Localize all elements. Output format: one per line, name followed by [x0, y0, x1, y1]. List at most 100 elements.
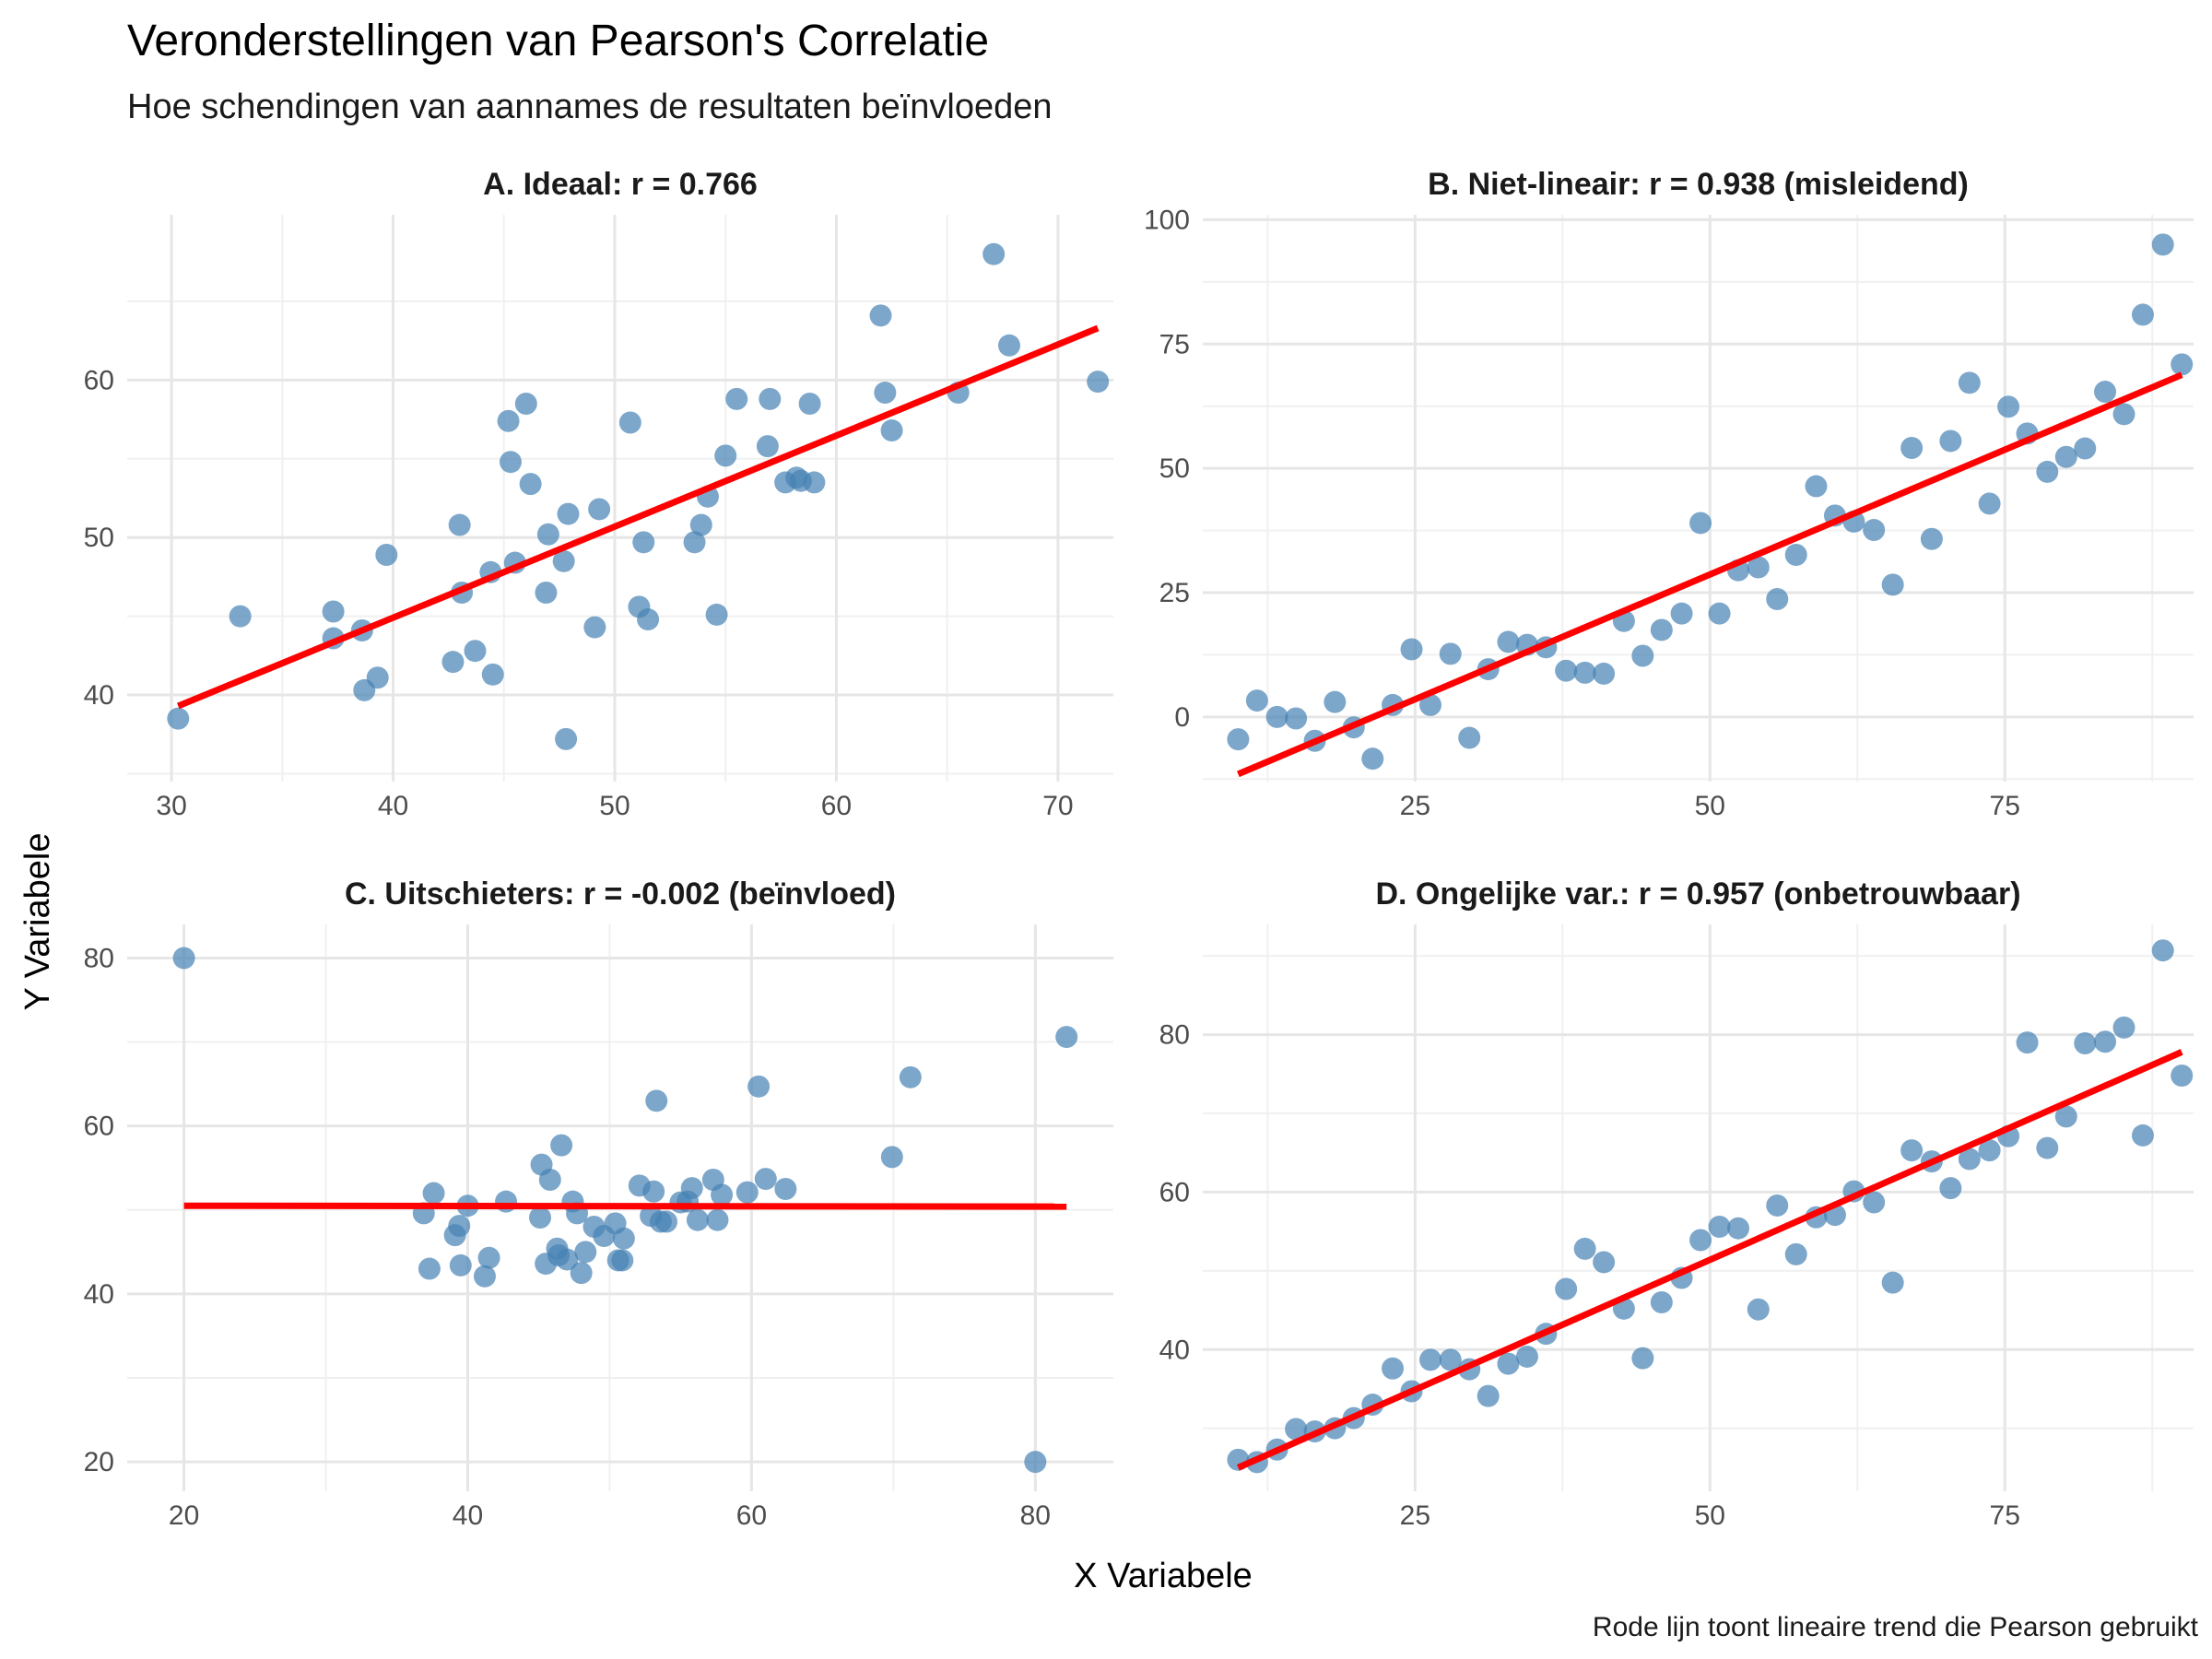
data-point	[1497, 1352, 1520, 1375]
data-point	[982, 242, 1006, 265]
data-point	[880, 1146, 903, 1169]
data-point	[1958, 1147, 1981, 1171]
data-point	[2094, 1030, 2117, 1053]
y-tick-label: 100	[1144, 205, 1190, 235]
x-tick-label: 70	[1042, 791, 1073, 821]
data-point	[2074, 1031, 2097, 1054]
data-point	[1900, 437, 1924, 460]
trend-line	[176, 324, 1100, 710]
trend-line	[1236, 1049, 2183, 1471]
x-tick-label: 25	[1400, 791, 1430, 821]
y-tick-label: 25	[1159, 578, 1190, 608]
data-point	[1555, 1277, 1578, 1300]
data-point	[588, 498, 611, 521]
data-point	[1766, 1194, 1789, 1217]
data-point	[2171, 353, 2194, 376]
x-tick-label: 50	[1695, 1500, 1725, 1531]
data-point	[754, 1168, 777, 1191]
data-point	[495, 1190, 518, 1213]
panel-4: 25 50 75 40 60 80 D. Ongelijke var.: r = 0.957…	[1159, 877, 2194, 1531]
y-axis-title: Y Variabele	[18, 833, 57, 1011]
data-point	[550, 1134, 573, 1157]
x-tick-label: 60	[821, 791, 852, 821]
data-point	[538, 1168, 561, 1191]
data-point	[1087, 371, 1110, 394]
data-point	[477, 1246, 500, 1269]
x-tick-label: 75	[1990, 1500, 2020, 1531]
data-point	[798, 393, 821, 415]
data-point	[1863, 519, 1886, 542]
y-tick-label: 50	[84, 523, 114, 553]
data-point	[1324, 690, 1347, 713]
data-point	[1227, 728, 1250, 751]
data-point	[1631, 1347, 1654, 1370]
data-point	[1055, 1026, 1078, 1049]
data-point	[583, 616, 606, 639]
y-tick-label: 60	[84, 365, 114, 395]
data-point	[774, 1178, 797, 1200]
data-point	[756, 435, 779, 458]
data-point	[2112, 403, 2136, 426]
data-point	[1265, 705, 1288, 728]
data-point	[1497, 630, 1520, 653]
data-point	[1863, 1191, 1886, 1214]
data-point	[869, 304, 892, 327]
data-point	[1573, 661, 1596, 684]
data-point	[1024, 1451, 1047, 1474]
data-point	[618, 411, 641, 434]
y-tick-label: 40	[1159, 1335, 1190, 1365]
data-point	[552, 549, 575, 572]
data-point	[473, 1265, 496, 1288]
data-point	[612, 1227, 635, 1250]
data-point	[1727, 1217, 1750, 1240]
data-point	[2074, 437, 2097, 460]
data-point	[1382, 1357, 1405, 1380]
data-point	[1766, 588, 1789, 611]
panel-2: 25 50 75 0 25 50 75 100 B. Niet-lineair: r = 0.9…	[1144, 167, 2194, 821]
data-point	[519, 473, 542, 496]
data-point	[711, 1183, 734, 1206]
data-point	[1573, 1237, 1596, 1260]
data-point	[1650, 1291, 1673, 1313]
data-point	[680, 1177, 703, 1200]
data-point	[441, 651, 465, 674]
x-tick-label: 60	[736, 1500, 767, 1531]
data-point	[1958, 371, 1981, 394]
data-point	[229, 605, 252, 628]
panel-title: A. Ideaal: r = 0.766	[483, 167, 758, 202]
data-point	[557, 502, 580, 525]
data-point	[1708, 1216, 1731, 1238]
x-tick-label: 20	[169, 1500, 199, 1531]
data-point	[1689, 512, 1712, 535]
data-point	[645, 1089, 668, 1112]
data-point	[1593, 1251, 1616, 1274]
data-point	[1285, 1418, 1308, 1441]
data-point	[642, 1180, 665, 1203]
data-point	[499, 451, 522, 474]
panels: 30 40 50 60 70 40 50 60 A. Ideaal: r = 0.766 25 50…	[84, 167, 2194, 1531]
data-point	[1747, 1298, 1770, 1321]
data-point	[570, 1262, 593, 1285]
data-point	[1784, 1242, 1807, 1265]
data-point	[375, 544, 398, 566]
data-point	[1515, 1345, 1538, 1368]
data-point	[322, 600, 345, 623]
data-point	[535, 582, 558, 604]
data-point	[1978, 492, 2001, 515]
data-point	[2151, 233, 2174, 256]
panel-title: B. Niet-lineair: r = 0.938 (misleidend)	[1428, 167, 1969, 202]
data-point	[899, 1065, 922, 1088]
data-point	[1689, 1229, 1712, 1252]
data-point	[686, 1208, 709, 1231]
data-point	[418, 1257, 441, 1280]
data-point	[448, 513, 471, 536]
data-point	[1997, 395, 2020, 418]
data-point	[2094, 381, 2117, 404]
data-point	[536, 523, 559, 546]
x-tick-label: 75	[1990, 791, 2020, 821]
x-tick-label: 40	[378, 791, 408, 821]
data-point	[1285, 707, 1308, 730]
y-tick-label: 40	[84, 1279, 114, 1310]
x-tick-label: 80	[1020, 1500, 1051, 1531]
data-point	[689, 513, 712, 536]
